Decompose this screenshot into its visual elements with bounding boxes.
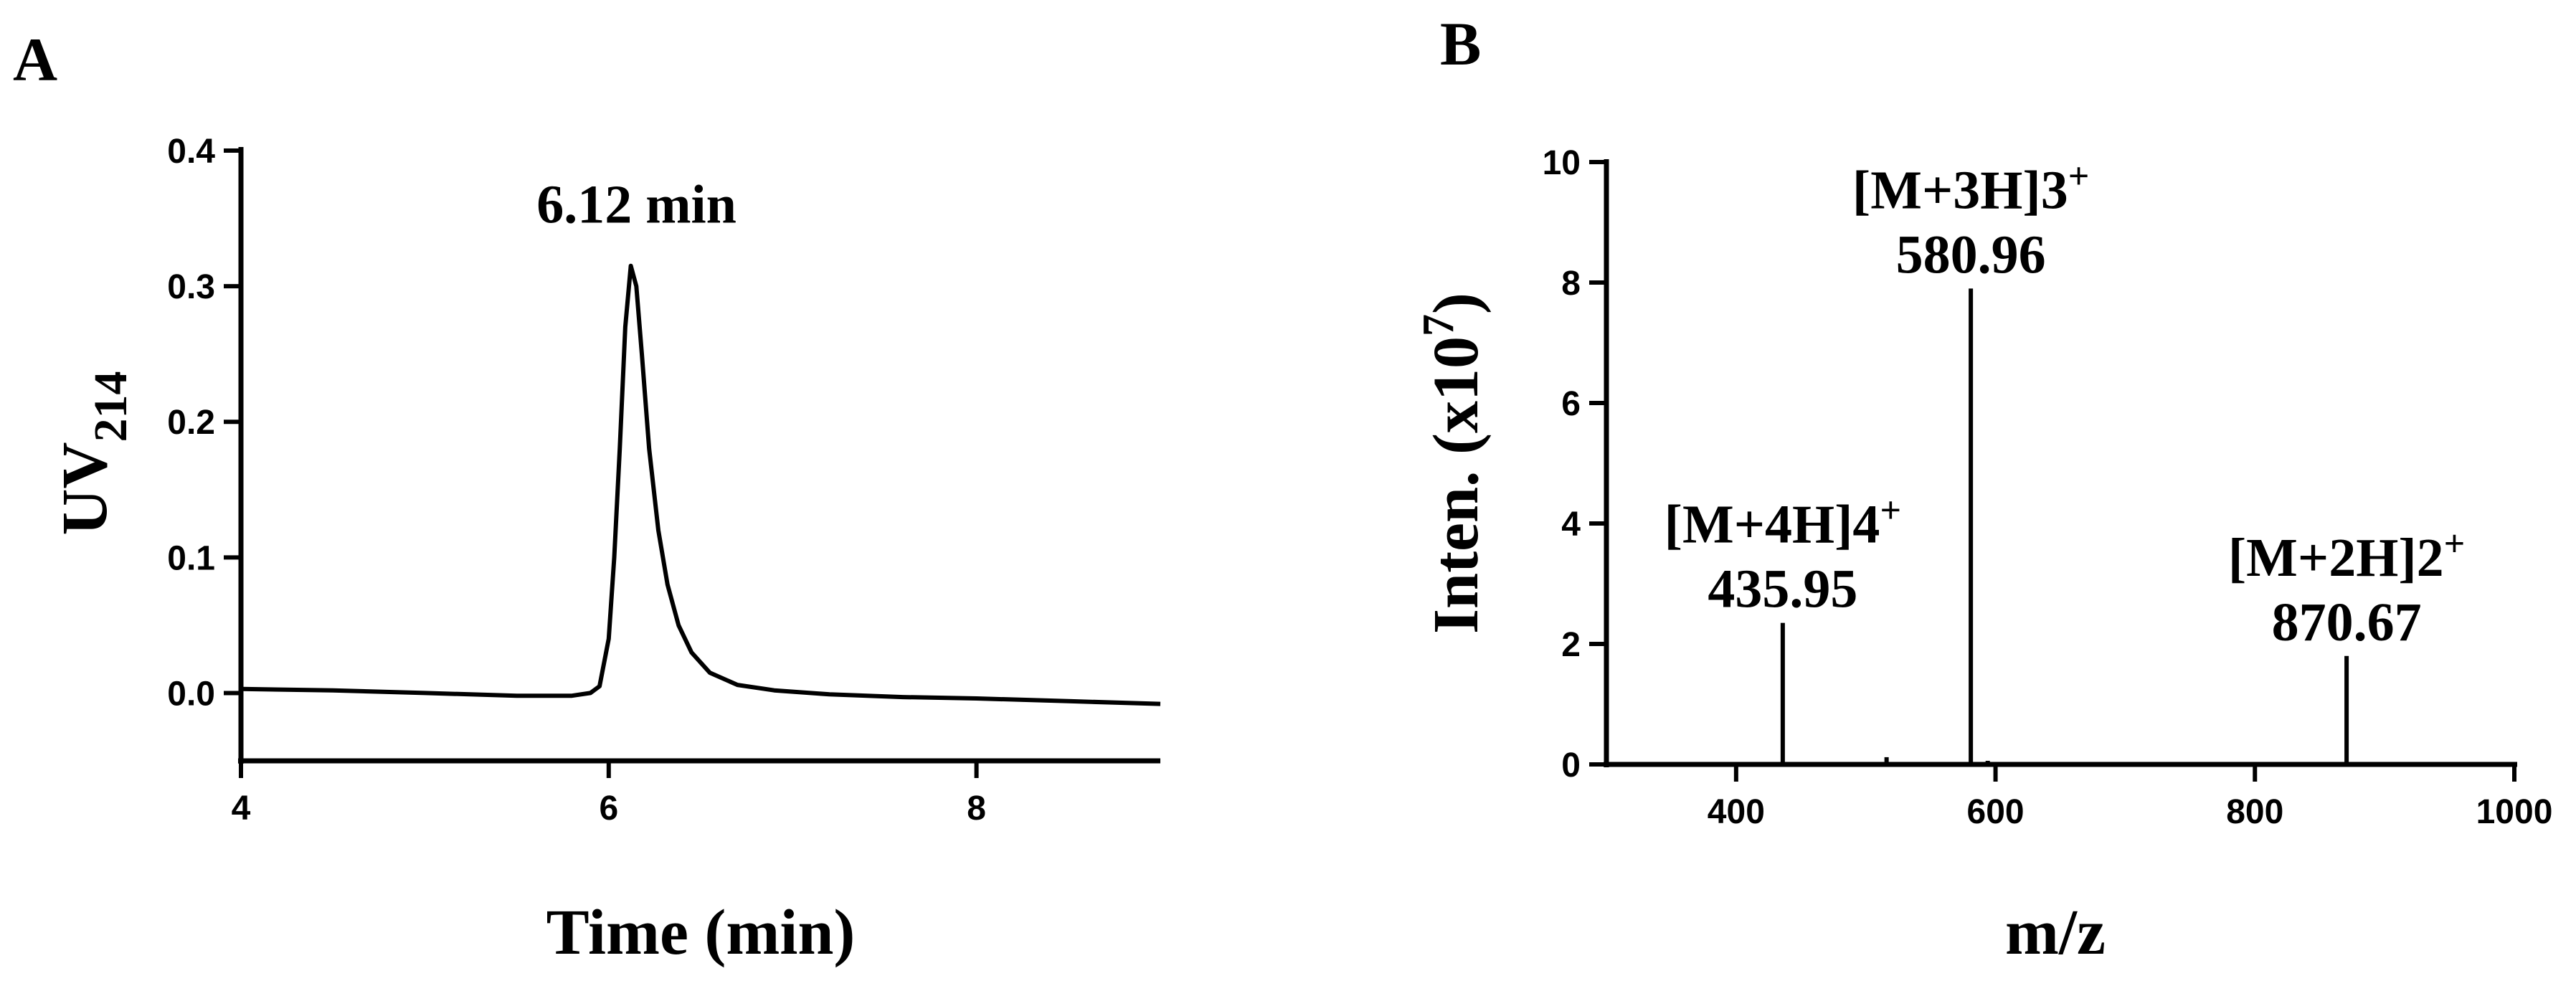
panel-a-y-tick-label: 0.1	[167, 539, 215, 577]
panel-b-y-tick-label: 6	[1561, 385, 1581, 423]
panel-b-x-axis-title: m/z	[2005, 897, 2106, 968]
panel-b-x-tick-label: 600	[1967, 793, 2025, 831]
panel-b-x-tick-label: 1000	[2476, 793, 2553, 831]
panel-a-peak-annotation: 6.12 min	[536, 175, 737, 235]
panel-a-letter: A	[13, 25, 57, 94]
panel-b: B 0 2 4 6 8 10 400 600 800 1000 [M+4H]4+435.95 [M…	[1414, 9, 2552, 968]
panel-b-y-tick-label: 2	[1561, 626, 1581, 664]
panel-a-y-axis-title: UV214	[49, 371, 137, 536]
panel-a-y-tick-label: 0.3	[167, 268, 215, 306]
panel-b-y-tick-label: 4	[1561, 506, 1581, 544]
panel-a: A 0.0 0.1 0.2 0.3 0.4 4 6 8 6.12 min Time (min…	[13, 25, 1161, 968]
panel-a-y-tick-label: 0.0	[167, 675, 215, 713]
panel-a-x-tick-label: 8	[967, 790, 986, 828]
panel-b-x-tick-label: 800	[2226, 793, 2283, 831]
panel-a-chromatogram-line	[240, 263, 1161, 706]
panel-a-y-tick-label: 0.4	[167, 133, 215, 171]
panel-a-x-tick-label: 6	[599, 790, 618, 828]
panel-b-ion-label: [M+3H]3+	[1852, 156, 2089, 220]
panel-b-y-tick-label: 10	[1543, 144, 1581, 182]
panel-b-mz-label: 870.67	[2272, 592, 2422, 653]
panel-b-mz-label: 435.95	[1708, 559, 1857, 620]
panel-a-x-tick-label: 4	[232, 790, 251, 828]
panel-a-y-tick-label: 0.2	[167, 404, 215, 442]
panel-b-x-tick-label: 400	[1708, 793, 1765, 831]
panel-b-y-axis-title: Inten. (x107)	[1414, 293, 1492, 634]
panel-b-mz-label: 580.96	[1896, 224, 2046, 285]
panel-b-ion-label: [M+4H]4+	[1665, 490, 1901, 555]
panel-a-x-axis-title: Time (min)	[546, 897, 856, 968]
panel-b-ion-label: [M+2H]2+	[2228, 523, 2465, 588]
panel-b-y-tick-label: 0	[1561, 746, 1581, 784]
panel-b-letter: B	[1440, 9, 1481, 78]
panel-b-y-tick-label: 8	[1561, 265, 1581, 303]
